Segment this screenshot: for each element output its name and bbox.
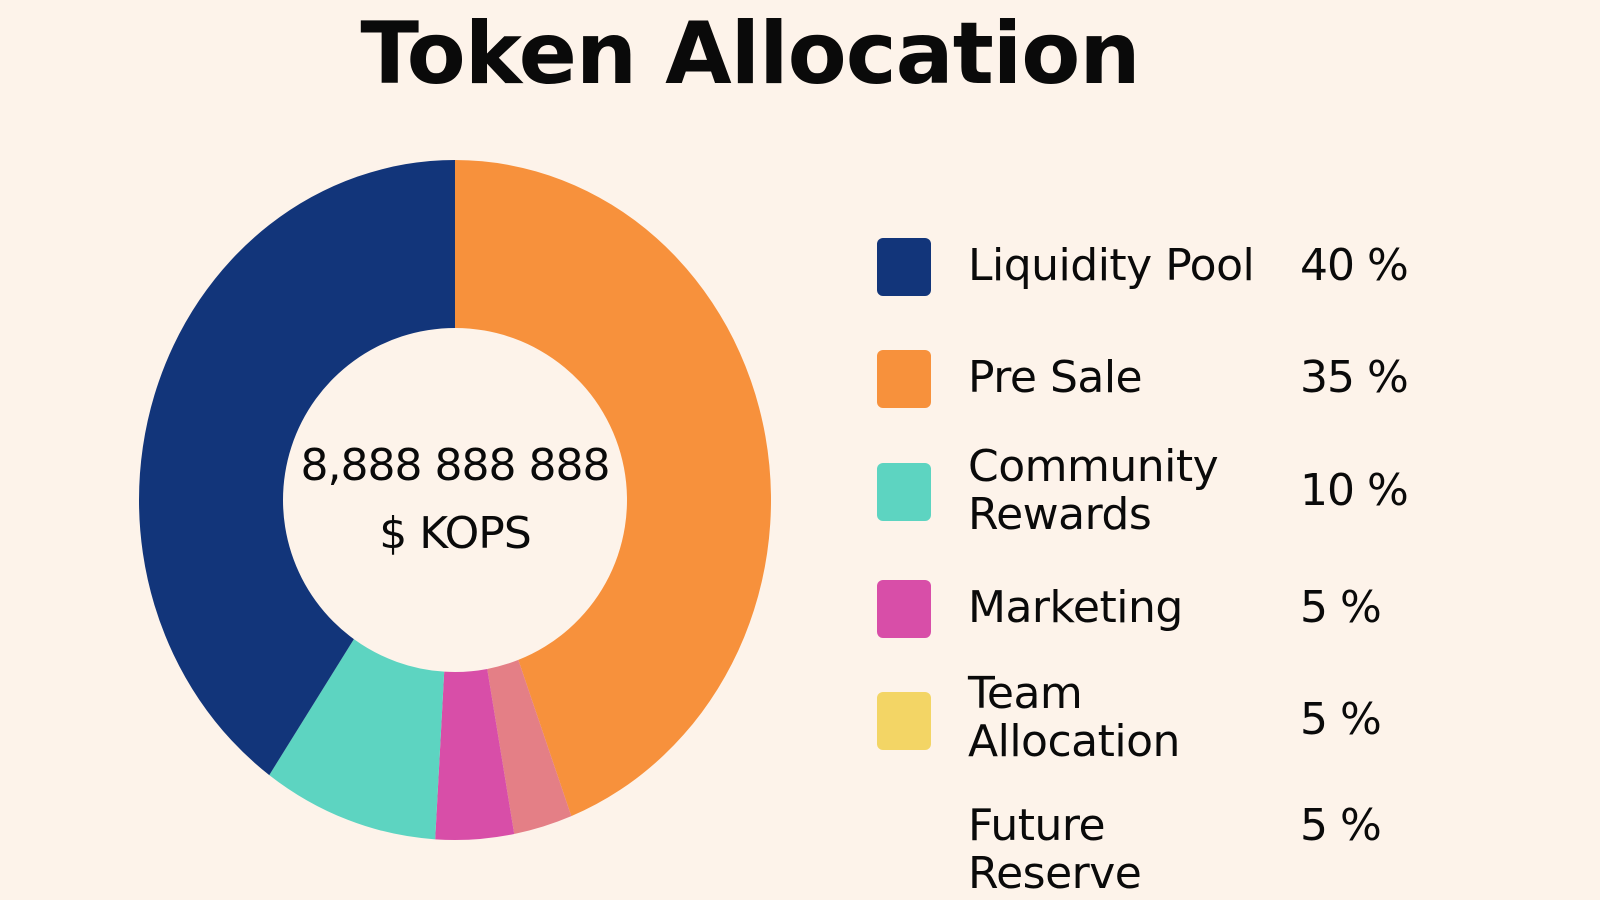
legend-label-future-reserve: Future Reserve <box>968 800 1142 899</box>
total-supply-label: 8,888 888 888 <box>300 440 611 491</box>
donut-slice-2 <box>435 668 515 841</box>
legend-swatch-community-rewards <box>877 463 931 521</box>
legend-swatch-pre-sale <box>877 350 931 408</box>
legend-value-team-allocation: 5 % <box>1300 694 1382 745</box>
legend-label-liquidity-pool: Liquidity Pool <box>968 240 1255 291</box>
chart-title: Token Allocation <box>360 4 1140 104</box>
legend-value-marketing: 5 % <box>1300 582 1382 633</box>
legend-label-team-allocation: Team Allocation <box>968 668 1180 767</box>
donut-slice-4 <box>138 159 455 776</box>
donut-slice-1 <box>487 659 572 834</box>
legend-value-liquidity-pool: 40 % <box>1300 240 1409 291</box>
legend-label-marketing: Marketing <box>968 582 1183 633</box>
legend-value-community-rewards: 10 % <box>1300 465 1409 516</box>
donut-slice-0 <box>455 160 772 817</box>
legend-label-community-rewards: Community Rewards <box>968 441 1219 540</box>
legend-swatch-liquidity-pool <box>877 238 931 296</box>
legend-swatch-team-allocation <box>877 692 931 750</box>
token-ticker-label: $ KOPS <box>379 508 532 559</box>
legend-swatch-marketing <box>877 580 931 638</box>
legend-value-future-reserve: 5 % <box>1300 800 1382 851</box>
legend-value-pre-sale: 35 % <box>1300 352 1409 403</box>
donut-slice-3 <box>269 639 445 840</box>
legend-label-pre-sale: Pre Sale <box>968 352 1143 403</box>
